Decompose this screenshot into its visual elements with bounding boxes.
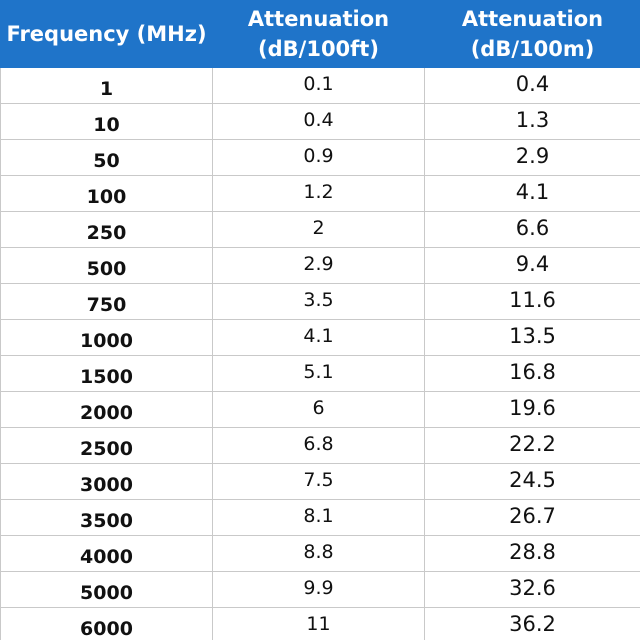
- cell-frequency: 100: [0, 175, 213, 212]
- table-header: Frequency (MHz) Attenuation (dB/100ft) A…: [0, 0, 640, 68]
- cell-attenuation-100ft: 1.2: [212, 175, 425, 212]
- table-row: 100 1.2 4.1: [0, 175, 640, 212]
- cell-attenuation-100m: 28.8: [424, 535, 640, 572]
- cell-attenuation-100ft: 6.8: [212, 427, 425, 464]
- cell-frequency: 1500: [0, 355, 213, 392]
- cell-frequency: 4000: [0, 535, 213, 572]
- cell-attenuation-100m: 1.3: [424, 103, 640, 140]
- cell-frequency: 3500: [0, 499, 213, 536]
- cell-attenuation-100ft: 7.5: [212, 463, 425, 500]
- cell-attenuation-100ft: 5.1: [212, 355, 425, 392]
- header-frequency-label: Frequency (MHz): [6, 22, 207, 46]
- cell-frequency: 750: [0, 283, 213, 320]
- table-row: 750 3.5 11.6: [0, 283, 640, 320]
- table-row: 3000 7.5 24.5: [0, 463, 640, 500]
- cell-attenuation-100m: 2.9: [424, 139, 640, 176]
- cell-frequency: 2000: [0, 391, 213, 428]
- cell-attenuation-100ft: 0.9: [212, 139, 425, 176]
- table-row: 500 2.9 9.4: [0, 247, 640, 284]
- cell-attenuation-100m: 4.1: [424, 175, 640, 212]
- cell-attenuation-100m: 9.4: [424, 247, 640, 284]
- cell-attenuation-100m: 22.2: [424, 427, 640, 464]
- header-att-m-line1: Attenuation: [461, 7, 604, 31]
- cell-frequency: 10: [0, 103, 213, 140]
- cell-frequency: 1000: [0, 319, 213, 356]
- cell-attenuation-100m: 24.5: [424, 463, 640, 500]
- header-attenuation-per-100m: Attenuation (dB/100m): [424, 0, 640, 68]
- cell-attenuation-100ft: 8.1: [212, 499, 425, 536]
- cell-frequency: 3000: [0, 463, 213, 500]
- table-row: 4000 8.8 28.8: [0, 535, 640, 572]
- cell-attenuation-100m: 6.6: [424, 211, 640, 248]
- cell-attenuation-100m: 26.7: [424, 499, 640, 536]
- table-row: 1500 5.1 16.8: [0, 355, 640, 392]
- cell-frequency: 50: [0, 139, 213, 176]
- cell-attenuation-100m: 0.4: [424, 67, 640, 104]
- table-row: 250 2 6.6: [0, 211, 640, 248]
- cell-attenuation-100ft: 11: [212, 607, 425, 640]
- table-row: 6000 11 36.2: [0, 607, 640, 640]
- table-row: 1000 4.1 13.5: [0, 319, 640, 356]
- cell-attenuation-100m: 19.6: [424, 391, 640, 428]
- header-att-ft-line2: (dB/100ft): [258, 37, 379, 61]
- cell-attenuation-100ft: 2: [212, 211, 425, 248]
- cell-attenuation-100m: 13.5: [424, 319, 640, 356]
- header-att-m-line2: (dB/100m): [470, 37, 595, 61]
- header-attenuation-per-100ft: Attenuation (dB/100ft): [212, 0, 425, 68]
- cell-attenuation-100ft: 6: [212, 391, 425, 428]
- cell-attenuation-100ft: 8.8: [212, 535, 425, 572]
- cell-attenuation-100m: 11.6: [424, 283, 640, 320]
- cell-attenuation-100ft: 0.1: [212, 67, 425, 104]
- header-att-ft-line1: Attenuation: [247, 7, 390, 31]
- table-row: 1 0.1 0.4: [0, 67, 640, 104]
- table-row: 10 0.4 1.3: [0, 103, 640, 140]
- cell-frequency: 5000: [0, 571, 213, 608]
- table-row: 2000 6 19.6: [0, 391, 640, 428]
- table-row: 2500 6.8 22.2: [0, 427, 640, 464]
- cell-frequency: 250: [0, 211, 213, 248]
- cell-frequency: 2500: [0, 427, 213, 464]
- cell-attenuation-100ft: 9.9: [212, 571, 425, 608]
- cell-frequency: 6000: [0, 607, 213, 640]
- cell-frequency: 1: [0, 67, 213, 104]
- cell-attenuation-100ft: 4.1: [212, 319, 425, 356]
- cell-attenuation-100m: 36.2: [424, 607, 640, 640]
- cell-attenuation-100m: 32.6: [424, 571, 640, 608]
- table-row: 3500 8.1 26.7: [0, 499, 640, 536]
- cell-frequency: 500: [0, 247, 213, 284]
- header-frequency: Frequency (MHz): [0, 0, 213, 68]
- cell-attenuation-100ft: 0.4: [212, 103, 425, 140]
- table-body: 1 0.1 0.4 10 0.4 1.3 50 0.9 2.9 100 1.2 4.1 250 2 6.6 5…: [0, 67, 640, 640]
- cell-attenuation-100m: 16.8: [424, 355, 640, 392]
- cell-attenuation-100ft: 2.9: [212, 247, 425, 284]
- cell-attenuation-100ft: 3.5: [212, 283, 425, 320]
- table-row: 5000 9.9 32.6: [0, 571, 640, 608]
- table-row: 50 0.9 2.9: [0, 139, 640, 176]
- header-row: Frequency (MHz) Attenuation (dB/100ft) A…: [0, 0, 640, 68]
